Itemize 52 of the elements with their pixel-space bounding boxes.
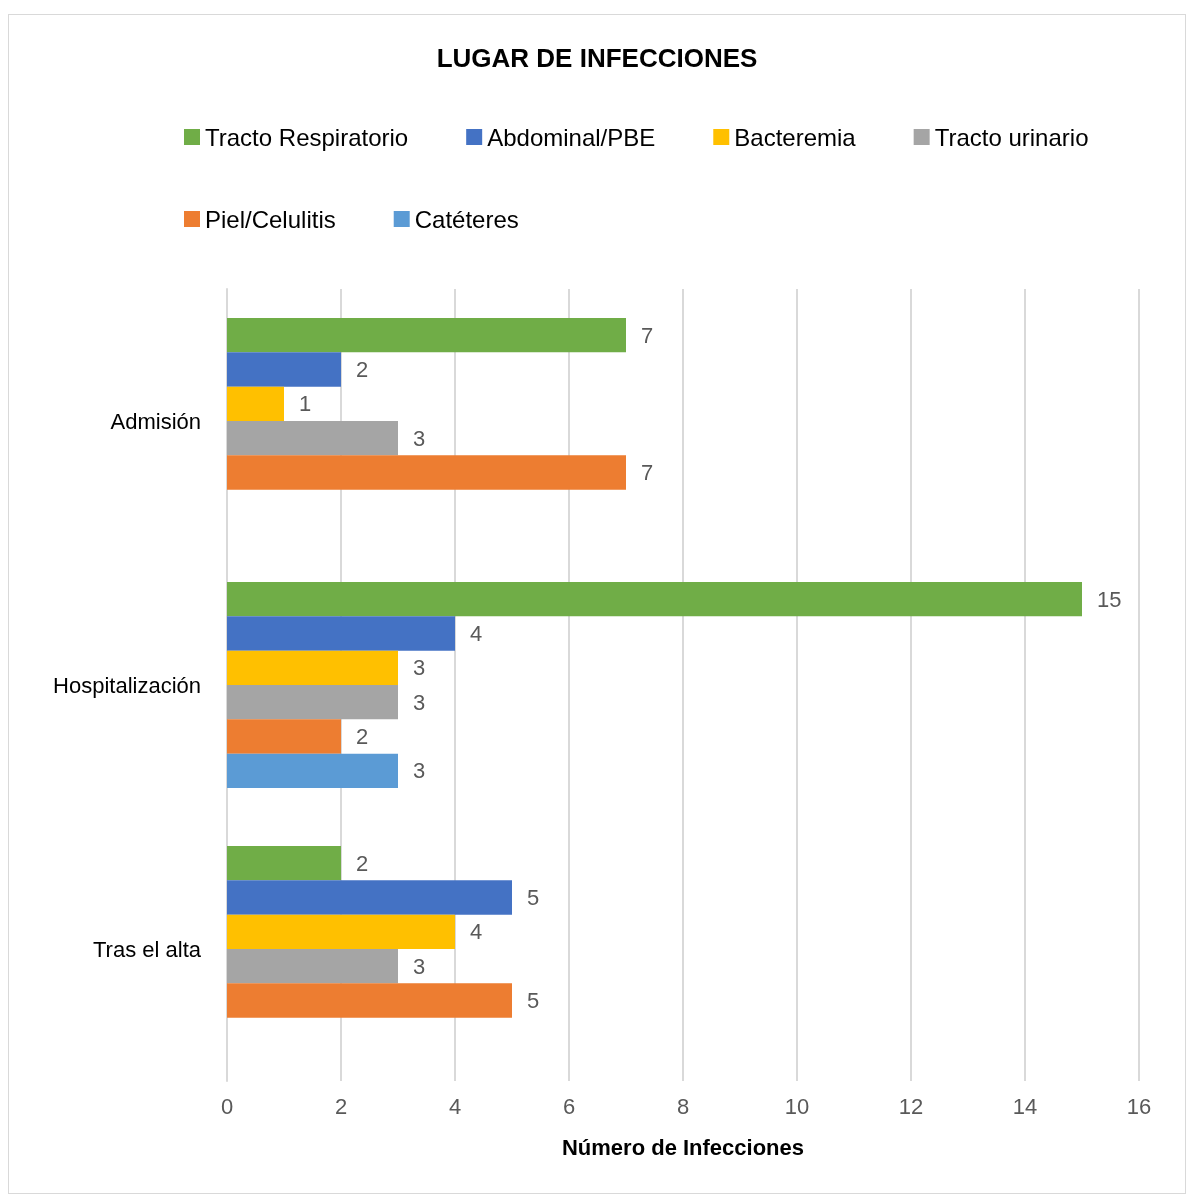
- data-label: 1: [299, 391, 312, 417]
- data-label: 5: [527, 885, 540, 911]
- x-tick-label: 2: [334, 1093, 348, 1119]
- bar: [227, 386, 284, 421]
- data-label: 7: [641, 322, 654, 348]
- x-tick-label: 0: [220, 1093, 234, 1119]
- legend-label: Bacteremia: [734, 123, 857, 151]
- legend-label: Catéteres: [414, 205, 519, 233]
- data-label: 3: [413, 655, 426, 681]
- x-tick-label: 8: [676, 1093, 690, 1119]
- legend-label: Tracto Respiratorio: [205, 123, 409, 151]
- x-tick-label: 12: [898, 1093, 924, 1119]
- bar: [227, 650, 398, 685]
- bar: [227, 914, 455, 949]
- data-label: 4: [470, 621, 483, 647]
- x-axis-title: Número de Infecciones: [561, 1134, 805, 1160]
- y-tick-label: Hospitalización: [53, 672, 201, 698]
- x-tick-label: 14: [1012, 1093, 1038, 1119]
- data-label: 3: [413, 689, 426, 715]
- bar: [227, 616, 455, 651]
- chart-title: LUGAR DE INFECCIONES: [436, 43, 758, 73]
- legend-label: Piel/Celulitis: [205, 205, 336, 233]
- data-label: 5: [527, 987, 540, 1013]
- bar: [227, 880, 512, 915]
- bar: [227, 846, 341, 881]
- bar: [227, 685, 398, 720]
- bar: [227, 949, 398, 984]
- x-tick-label: 6: [562, 1093, 576, 1119]
- bar: [227, 582, 1082, 617]
- x-tick-label: 10: [784, 1093, 810, 1119]
- y-tick-label: Admisión: [110, 408, 201, 434]
- data-label: 4: [470, 919, 483, 945]
- bar: [227, 719, 341, 754]
- data-label: 7: [641, 459, 654, 485]
- data-label: 3: [413, 425, 426, 451]
- data-label: 15: [1097, 586, 1122, 612]
- bar: [227, 753, 398, 788]
- bar: [227, 352, 341, 387]
- legend-label: Tracto urinario: [934, 123, 1089, 151]
- bar: [227, 421, 398, 456]
- data-label: 2: [356, 850, 369, 876]
- bar: [227, 318, 626, 353]
- data-label: 2: [356, 357, 369, 383]
- legend-label: Abdominal/PBE: [487, 123, 656, 151]
- data-label: 3: [413, 758, 426, 784]
- x-tick-label: 16: [1126, 1093, 1152, 1119]
- bar: [227, 455, 626, 490]
- bar: [227, 983, 512, 1018]
- x-tick-label: 4: [448, 1093, 462, 1119]
- data-label: 2: [356, 723, 369, 749]
- data-label: 3: [413, 953, 426, 979]
- y-tick-label: Tras el alta: [92, 936, 202, 962]
